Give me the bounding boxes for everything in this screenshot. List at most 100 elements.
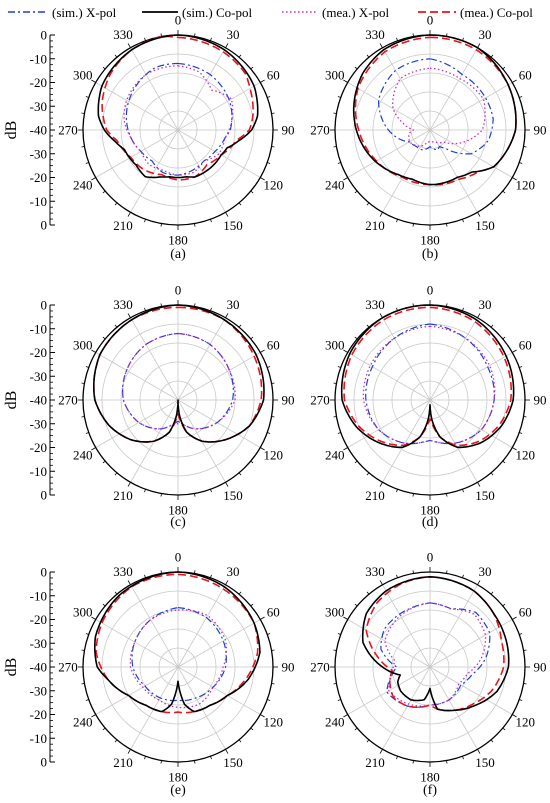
angle-tick	[271, 649, 275, 651]
angle-tick	[477, 749, 481, 754]
angle-tick	[271, 416, 275, 418]
angle-tick-label: 120	[264, 715, 284, 730]
angle-tick	[144, 307, 146, 311]
angle-tick	[194, 33, 196, 37]
angle-tick	[354, 336, 358, 340]
grid-spoke	[95, 352, 179, 401]
angle-tick	[81, 416, 85, 418]
series-trace-sim-co	[361, 576, 510, 712]
angle-tick	[519, 633, 523, 635]
angle-tick	[333, 649, 337, 651]
angle-tick	[144, 756, 146, 760]
angle-tick	[114, 472, 118, 476]
angle-tick-label: 60	[519, 68, 532, 83]
angle-tick-label: 90	[282, 123, 295, 138]
angle-tick	[490, 54, 494, 58]
grid-spoke	[429, 82, 513, 131]
grid-spoke	[429, 666, 513, 715]
angle-tick	[477, 580, 481, 585]
radial-axis-tick-label: -30	[30, 146, 47, 161]
angle-tick-label: 180	[168, 770, 188, 785]
angle-tick	[379, 580, 383, 585]
grid-spoke	[130, 666, 179, 750]
angle-tick	[446, 303, 448, 307]
angle-tick	[260, 714, 265, 718]
angle-tick-label: 210	[113, 755, 133, 770]
angle-tick	[512, 177, 517, 181]
series-trace-sim-co	[352, 34, 517, 186]
angle-tick-label: 0	[427, 550, 434, 565]
angle-tick-label: 330	[365, 297, 385, 312]
radial-axis-title: dB	[3, 391, 20, 410]
angle-tick	[523, 146, 527, 148]
radial-axis-tick-label: -20	[30, 707, 47, 722]
angle-tick-label: 300	[325, 338, 345, 353]
angle-tick	[519, 432, 523, 434]
grid-spoke	[95, 399, 179, 448]
angle-tick	[210, 756, 212, 760]
angle-tick	[225, 482, 229, 487]
grid-spoke	[347, 619, 431, 668]
radial-axis-tick-label: -40	[30, 123, 47, 138]
angle-tick	[250, 460, 254, 464]
angle-tick	[250, 336, 254, 340]
angle-tick	[127, 212, 131, 217]
grid-spoke	[177, 619, 261, 668]
angle-tick	[519, 96, 523, 98]
angle-tick-label: 60	[519, 605, 532, 620]
series-trace-sim-co	[94, 571, 261, 713]
angle-tick	[144, 37, 146, 41]
angle-tick	[412, 33, 414, 37]
angle-tick	[91, 616, 96, 620]
radial-axis-tick-label: -20	[30, 440, 47, 455]
angle-tick	[396, 574, 398, 578]
angle-tick	[102, 727, 106, 731]
legend-label-mea-x: (mea.) X-pol	[322, 5, 390, 20]
panel-caption: (d)	[422, 515, 439, 530]
angle-tick	[194, 493, 196, 497]
angle-tick	[512, 79, 517, 83]
angle-tick-label: 300	[325, 68, 345, 83]
angle-tick-label: 300	[73, 68, 93, 83]
angle-tick	[271, 146, 275, 148]
angle-tick	[160, 33, 162, 37]
radial-axis-tick-label: -10	[30, 321, 47, 336]
radial-axis-tick-label: 0	[41, 28, 48, 43]
radial-axis-tick-label: 0	[41, 298, 48, 313]
angle-tick-label: 60	[519, 338, 532, 353]
angle-tick	[502, 460, 506, 464]
angle-tick-label: 210	[365, 755, 385, 770]
angle-tick	[354, 727, 358, 731]
grid-spoke	[382, 666, 431, 750]
angle-tick-label: 150	[475, 755, 495, 770]
panel-caption: (e)	[170, 783, 186, 798]
angle-tick-label: 270	[58, 123, 78, 138]
angle-tick	[519, 366, 523, 368]
angle-tick-label: 90	[534, 660, 547, 675]
angle-tick	[512, 714, 517, 718]
angle-tick	[446, 223, 448, 227]
angle-tick	[490, 591, 494, 595]
angle-tick-label: 90	[282, 393, 295, 408]
angle-tick-label: 150	[475, 488, 495, 503]
angle-tick-label: 60	[267, 605, 280, 620]
angle-tick	[512, 447, 517, 451]
angle-tick	[446, 493, 448, 497]
series-trace-mea-x	[121, 332, 236, 430]
angle-tick-label: 30	[479, 564, 492, 579]
angle-tick	[127, 313, 131, 318]
angle-tick	[354, 460, 358, 464]
angle-tick-label: 270	[310, 123, 330, 138]
radial-axis-tick-label: -30	[30, 369, 47, 384]
polar-panel: 0 30 60 90 120 150 180 210 240 270 300 330 0 -10 -20 -3…	[3, 550, 295, 799]
angle-tick-label: 180	[168, 233, 188, 248]
angle-tick-label: 150	[475, 218, 495, 233]
grid-spoke	[130, 129, 179, 213]
angle-tick	[396, 219, 398, 223]
angle-tick-label: 240	[73, 715, 93, 730]
angle-tick	[225, 749, 229, 754]
radial-axis-tick-label: -10	[30, 194, 47, 209]
angle-tick	[267, 96, 271, 98]
radial-axis-title: dB	[3, 658, 20, 677]
angle-tick-label: 210	[113, 218, 133, 233]
